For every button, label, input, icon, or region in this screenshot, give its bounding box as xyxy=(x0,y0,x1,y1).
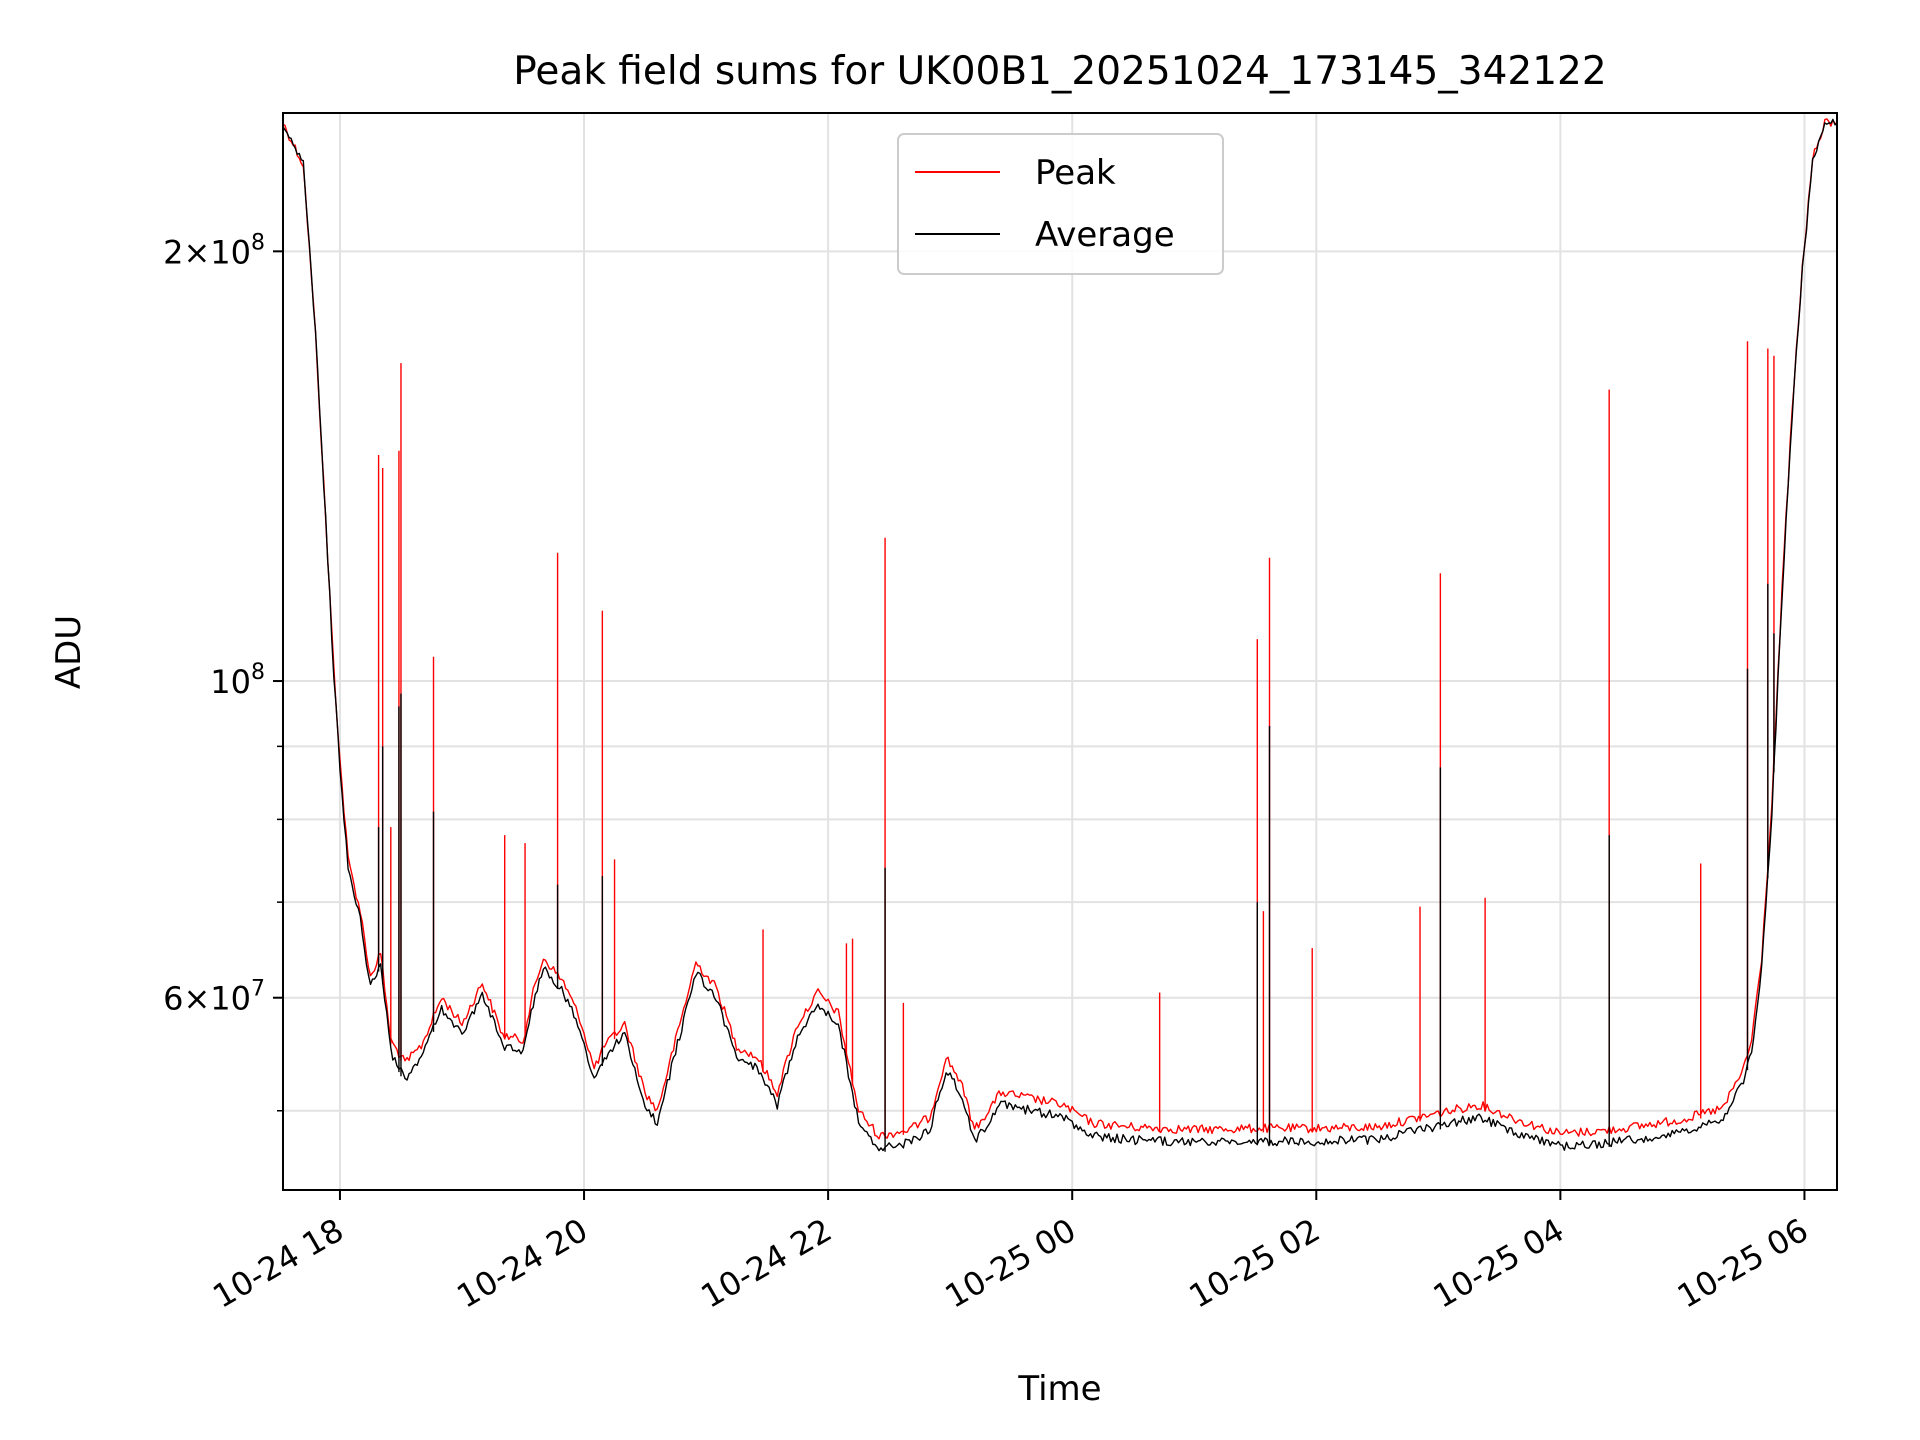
chart-title: Peak field sums for UK00B1_20251024_1731… xyxy=(513,49,1606,94)
y-tick-label: 108 xyxy=(210,660,265,701)
y-tick-label: 6×107 xyxy=(163,977,265,1018)
y-axis-label: ADU xyxy=(49,615,89,689)
series-line-average xyxy=(283,118,1837,1152)
legend-label-peak: Peak xyxy=(1035,153,1116,193)
x-axis-label: Time xyxy=(1017,1369,1101,1409)
y-tick-label: 2×108 xyxy=(163,230,265,271)
series-group xyxy=(283,118,1837,1152)
legend-label-average: Average xyxy=(1035,215,1175,255)
series-line-peak xyxy=(283,118,1837,1140)
legend: Peak Average xyxy=(897,133,1224,275)
y-axis: 6×107 108 2×108 xyxy=(163,230,283,1112)
plot-frame xyxy=(282,112,1838,1191)
legend-box xyxy=(897,133,1224,275)
